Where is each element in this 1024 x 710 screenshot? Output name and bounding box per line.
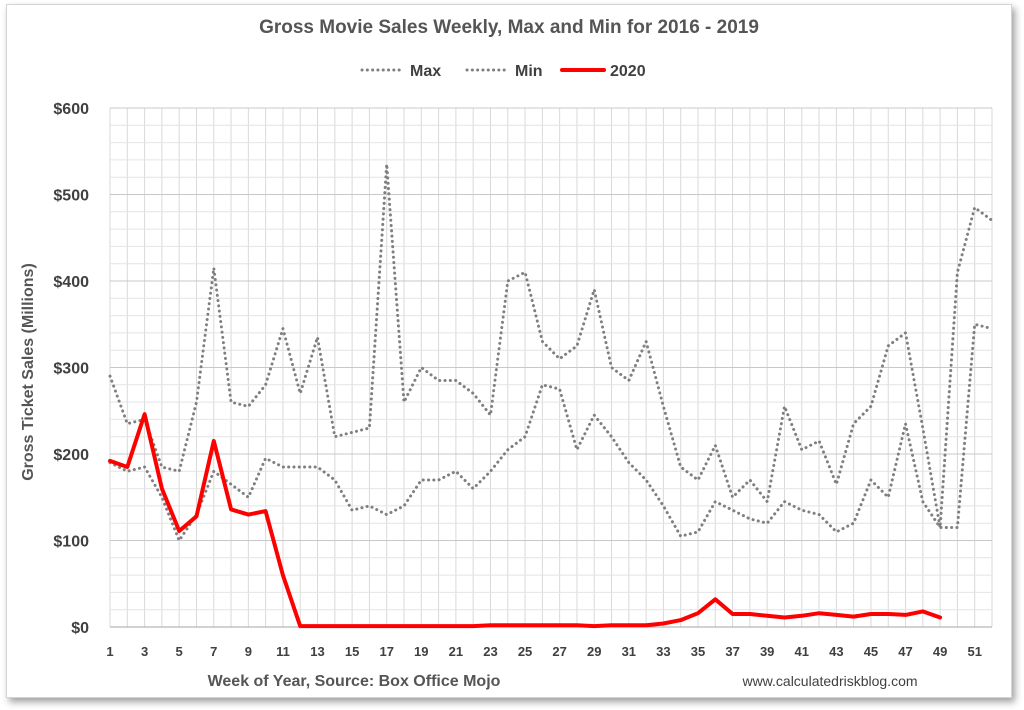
legend-label-max: Max (410, 63, 441, 80)
x-tick-label: 29 (587, 644, 601, 659)
gridlines (109, 107, 993, 628)
y-axis-ticks: $0 $100 $200 $300 $400 $500 $600 (53, 101, 89, 637)
x-tick-label: 13 (310, 644, 324, 659)
x-tick-label: 45 (864, 644, 878, 659)
y-tick-label: $600 (53, 101, 89, 118)
series-line-max (108, 162, 994, 529)
x-tick-label: 19 (414, 644, 428, 659)
x-tick-label: 1 (106, 644, 113, 659)
legend: Max Min 2020 (360, 63, 646, 80)
x-tick-label: 35 (691, 644, 705, 659)
x-tick-label: 11 (276, 644, 290, 659)
legend-label-min: Min (515, 63, 543, 80)
y-tick-label: $500 (53, 188, 89, 205)
y-tick-label: $0 (71, 620, 89, 637)
y-tick-label: $400 (53, 274, 89, 291)
x-tick-label: 9 (245, 644, 252, 659)
chart-frame: Gross Movie Sales Weekly, Max and Min fo… (6, 4, 1012, 698)
y-axis-title: Gross Ticket Sales (Millions) (20, 263, 37, 481)
series-line-2020 (108, 412, 943, 629)
x-tick-label: 5 (176, 644, 183, 659)
chart-title: Gross Movie Sales Weekly, Max and Min fo… (259, 17, 759, 38)
series-layer (108, 162, 994, 629)
x-tick-label: 33 (656, 644, 670, 659)
x-axis-title: Week of Year, Source: Box Office Mojo (208, 673, 501, 690)
x-tick-label: 49 (933, 644, 947, 659)
x-tick-label: 7 (210, 644, 217, 659)
x-tick-label: 47 (898, 644, 912, 659)
x-tick-label: 37 (725, 644, 739, 659)
legend-label-2020: 2020 (610, 63, 646, 80)
x-tick-label: 25 (518, 644, 532, 659)
source-credit: www.calculatedriskblog.com (741, 673, 917, 689)
x-tick-label: 31 (622, 644, 636, 659)
x-axis-ticks: 1 3 5 7 9 11 13 15 17 19 21 23 25 27 29 31 33 35 37 39 41 43 4… (106, 644, 982, 659)
x-tick-label: 3 (141, 644, 148, 659)
y-tick-label: $100 (53, 534, 89, 551)
series-line-min (108, 322, 994, 542)
x-tick-label: 17 (379, 644, 393, 659)
x-tick-label: 39 (760, 644, 774, 659)
x-tick-label: 23 (483, 644, 497, 659)
y-tick-label: $300 (53, 361, 89, 378)
y-tick-label: $200 (53, 447, 89, 464)
x-tick-label: 27 (552, 644, 566, 659)
line-chart: Gross Movie Sales Weekly, Max and Min fo… (20, 17, 994, 690)
x-tick-label: 41 (795, 644, 809, 659)
x-tick-label: 51 (967, 644, 981, 659)
x-tick-label: 15 (345, 644, 359, 659)
x-tick-label: 43 (829, 644, 843, 659)
x-tick-label: 21 (449, 644, 463, 659)
